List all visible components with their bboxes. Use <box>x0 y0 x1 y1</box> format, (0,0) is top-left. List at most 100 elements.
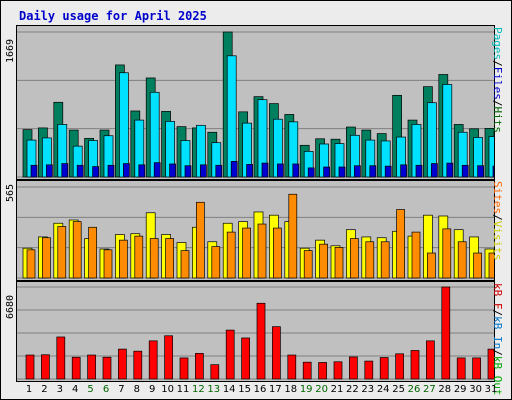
bar-sites-day-9 <box>149 238 159 279</box>
x-tick-label-day-15: 15 <box>238 384 251 395</box>
bar-kbytes-day-16 <box>256 302 266 380</box>
legend-sep: / <box>491 99 504 107</box>
legend-sep: / <box>491 60 504 67</box>
bar-sites-day-21 <box>334 247 344 279</box>
x-tick-label-day-25: 25 <box>392 384 405 395</box>
bar-kbytes-day-21 <box>333 361 343 380</box>
bar-kbytes-day-4 <box>71 356 81 380</box>
bar-kbytes-day-18 <box>287 354 297 380</box>
bar-kbytes-day-9 <box>148 340 158 380</box>
x-tick-label-day-16: 16 <box>253 384 267 395</box>
bar-kbytes-day-20 <box>318 362 327 380</box>
bar-sites-day-11 <box>180 250 190 279</box>
bar-files-day-8 <box>138 164 146 178</box>
usage-legend: Pages / Files / Hits <box>491 27 504 133</box>
bar-files-day-13 <box>215 164 223 178</box>
bar-files-day-25 <box>400 164 407 178</box>
x-tick-label-day-3: 3 <box>56 384 63 395</box>
x-tick-label-day-27: 27 <box>423 384 436 395</box>
x-tick-label-day-6: 6 <box>102 384 110 395</box>
bar-sites-day-30 <box>473 252 482 279</box>
bar-sites-day-6 <box>103 249 113 279</box>
usage-ymax-label: 1669 <box>5 38 16 63</box>
x-tick-label-day-23: 23 <box>361 384 375 395</box>
x-tick-label-day-8: 8 <box>133 384 140 395</box>
bar-sites-day-19 <box>303 250 313 279</box>
x-tick-label-day-29: 29 <box>453 384 467 395</box>
bar-sites-day-18 <box>288 193 298 279</box>
x-tick-label-day-14: 14 <box>222 384 236 395</box>
bar-kbytes-day-28 <box>441 286 451 380</box>
bar-files-day-27 <box>431 163 438 178</box>
bar-kbytes-day-30 <box>472 357 481 380</box>
bar-files-day-26 <box>415 164 423 178</box>
bar-sites-day-4 <box>72 221 82 279</box>
bar-kbytes-day-12 <box>195 353 204 380</box>
bar-kbytes-day-19 <box>302 361 312 380</box>
bar-files-day-7 <box>123 163 130 178</box>
bar-files-day-28 <box>446 162 454 178</box>
bar-sites-day-8 <box>134 235 144 279</box>
bar-files-day-19 <box>307 167 315 178</box>
bar-sites-day-12 <box>196 201 205 279</box>
bar-sites-day-27 <box>427 252 436 279</box>
bar-files-day-21 <box>338 166 346 178</box>
bar-sites-day-14 <box>226 231 236 279</box>
x-tick-label-day-26: 26 <box>407 384 421 395</box>
legend-sites: Sites <box>491 181 504 215</box>
bar-kbytes-day-17 <box>272 326 281 380</box>
bar-sites-day-16 <box>257 223 267 279</box>
bar-sites-day-23 <box>365 241 375 279</box>
chart-title: Daily usage for April 2025 <box>19 9 207 23</box>
x-tick-label-day-1: 1 <box>25 384 33 395</box>
bar-files-day-29 <box>461 164 469 178</box>
bar-files-day-15 <box>246 164 253 178</box>
x-tick-label-day-20: 20 <box>315 384 328 395</box>
visitors-legend: Sites / Visits <box>491 181 504 261</box>
bar-files-day-10 <box>169 163 176 178</box>
bar-kbytes-day-23 <box>364 360 374 380</box>
x-tick-label-day-12: 12 <box>192 384 205 395</box>
bar-sites-day-5 <box>88 226 97 279</box>
bar-sites-day-7 <box>119 239 128 279</box>
visitors-panel <box>16 180 495 281</box>
x-tick-label-day-18: 18 <box>284 384 298 395</box>
x-tick-label-day-22: 22 <box>346 384 359 395</box>
bar-files-day-18 <box>292 163 300 178</box>
bar-sites-day-25 <box>396 209 405 279</box>
x-tick-label-day-4: 4 <box>72 384 79 395</box>
bar-files-day-14 <box>230 161 238 178</box>
p2-plot <box>17 186 494 279</box>
x-tick-label-day-5: 5 <box>87 384 94 395</box>
x-tick-label-day-21: 21 <box>330 384 344 395</box>
bar-files-day-12 <box>200 164 207 178</box>
bar-files-day-6 <box>107 164 115 178</box>
bar-files-day-31 <box>492 165 494 178</box>
bar-pages-day-7 <box>119 72 129 178</box>
bar-kbytes-day-26 <box>410 350 420 380</box>
kbytes-legend: kB F / kB In / kB Out <box>491 283 504 396</box>
bar-files-day-17 <box>277 163 284 178</box>
x-tick-label-day-24: 24 <box>376 384 390 395</box>
bar-files-day-16 <box>261 162 269 178</box>
x-tick-label-day-30: 30 <box>469 384 482 395</box>
visitors-ymax-label: 565 <box>5 183 16 202</box>
bar-sites-day-3 <box>57 226 67 279</box>
bar-sites-day-20 <box>319 243 328 279</box>
bar-files-day-3 <box>61 163 69 178</box>
bar-files-day-24 <box>384 165 392 178</box>
bar-kbytes-day-11 <box>179 357 189 380</box>
kbytes-ymax-label: 6680 <box>5 294 16 319</box>
bar-kbytes-day-25 <box>395 353 404 380</box>
bar-kbytes-day-29 <box>456 357 466 380</box>
x-tick-label-day-19: 19 <box>299 384 313 395</box>
bar-kbytes-day-14 <box>225 329 235 380</box>
legend-files: Files <box>491 66 504 100</box>
p3-plot <box>17 286 494 380</box>
x-tick-label-day-7: 7 <box>118 384 125 395</box>
x-tick-label-day-10: 10 <box>161 384 174 395</box>
bar-sites-day-1 <box>26 249 36 279</box>
bar-files-day-11 <box>184 165 192 178</box>
x-tick-label-day-9: 9 <box>149 384 156 395</box>
